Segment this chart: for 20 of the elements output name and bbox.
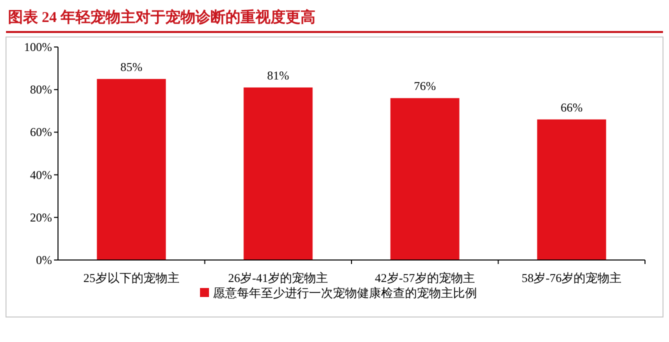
bar [244, 87, 313, 260]
legend-label: 愿意每年至少进行一次宠物健康检查的宠物主比例 [213, 286, 477, 300]
text: 81% [267, 68, 290, 82]
y-tick-label: 0% [36, 253, 52, 267]
y-tick-label: 40% [30, 168, 52, 182]
chart-title: 图表 24 年轻宠物主对于宠物诊断的重视度更高 [8, 8, 316, 26]
y-tick-label: 80% [30, 82, 52, 97]
text: 85% [120, 60, 142, 74]
x-tick-label: 25岁以下的宠物主 [83, 271, 180, 285]
text: 76% [414, 79, 436, 94]
y-tick-label: 100% [24, 40, 52, 54]
text: 66% [560, 100, 583, 114]
y-tick-label: 60% [30, 125, 52, 140]
bar [390, 98, 460, 260]
x-tick-label: 58岁-76岁的宠物主 [522, 271, 622, 285]
x-tick-label: 42岁-57岁的宠物主 [374, 271, 475, 285]
bar [537, 119, 606, 260]
y-tick-label: 20% [30, 210, 52, 224]
bar [96, 78, 166, 260]
x-tick-label: 26岁-41岁的宠物主 [228, 271, 328, 285]
